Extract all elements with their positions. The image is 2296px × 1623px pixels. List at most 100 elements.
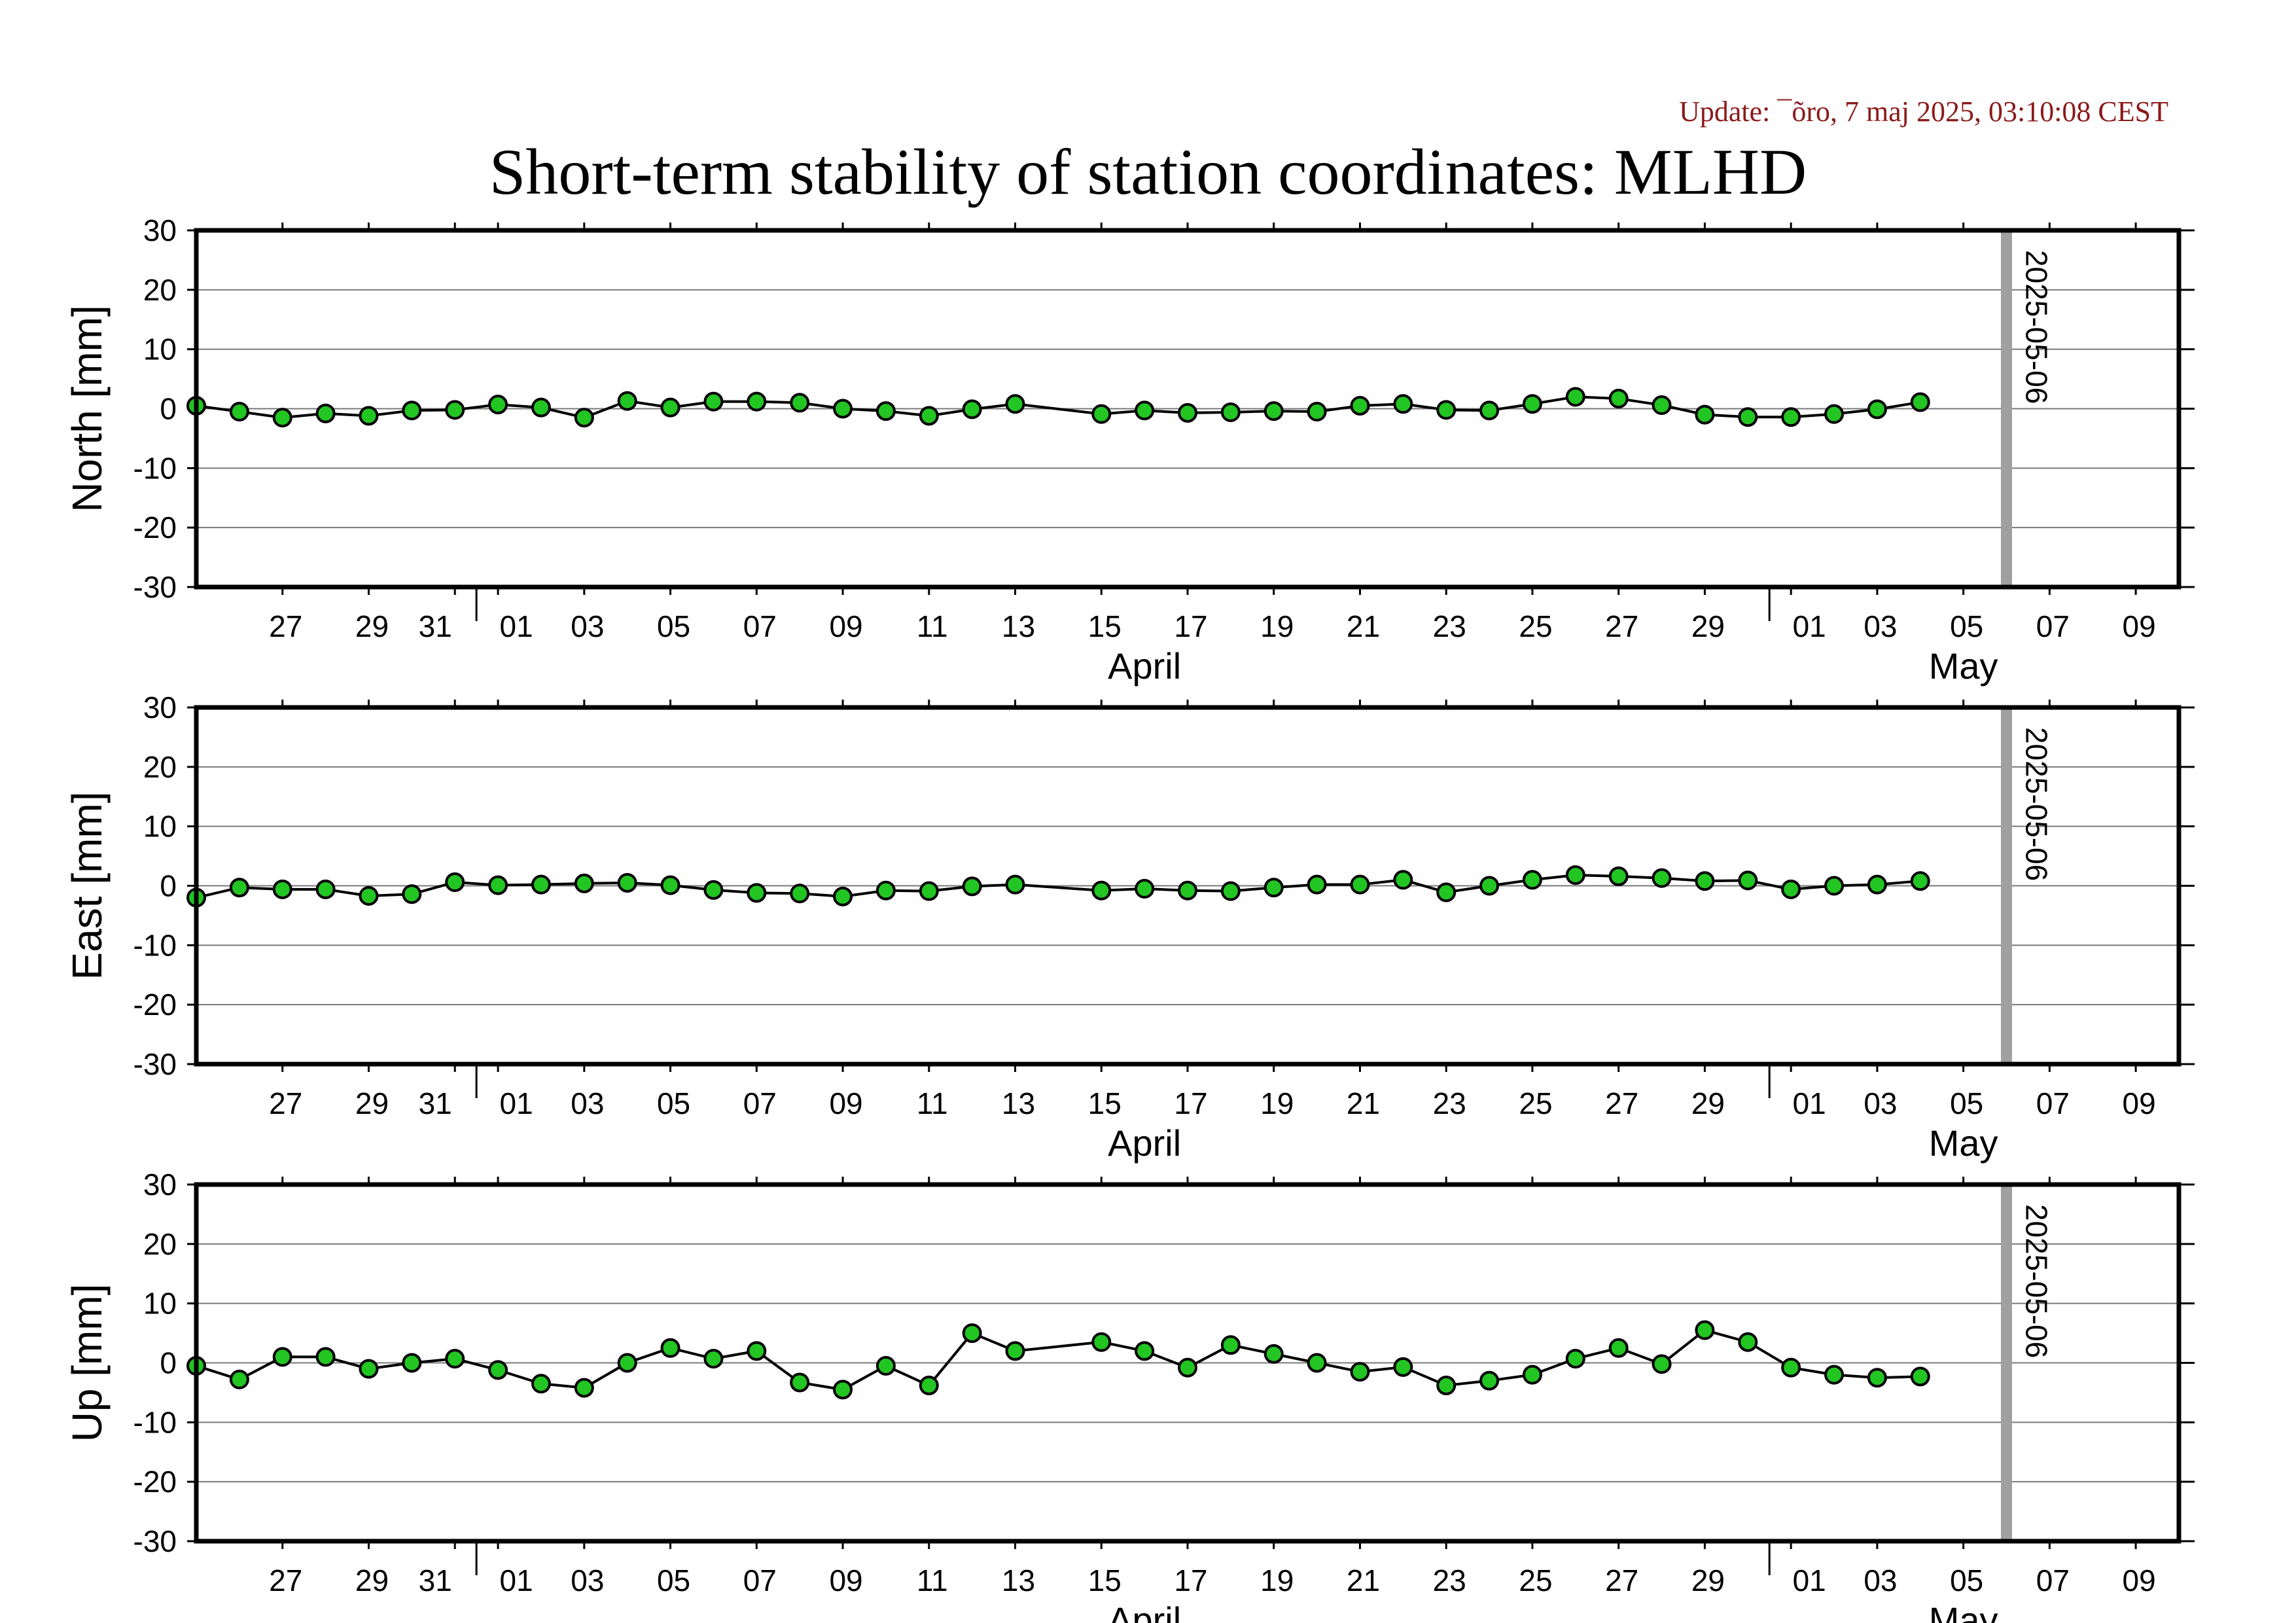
- x-tick-label: 07: [2036, 609, 2070, 643]
- x-tick-label: 05: [1950, 1086, 1983, 1120]
- data-point: [1135, 401, 1155, 421]
- data-point: [315, 879, 336, 899]
- data-point: [1307, 1353, 1327, 1373]
- data-point: [1522, 394, 1542, 414]
- data-point: [1910, 871, 1930, 891]
- data-point: [790, 883, 810, 904]
- y-tick-label: 0: [160, 1346, 177, 1380]
- x-tick-label: 27: [1605, 1086, 1638, 1120]
- month-label: April: [1108, 1599, 1181, 1623]
- data-point: [703, 391, 724, 412]
- month-label: April: [1108, 1122, 1181, 1164]
- x-tick-label: 19: [1260, 1086, 1294, 1120]
- data-point: [660, 875, 680, 895]
- data-point: [488, 1360, 508, 1380]
- x-tick-label: 29: [355, 609, 389, 643]
- x-tick-label: 25: [1519, 1086, 1552, 1120]
- data-point: [1393, 394, 1413, 414]
- series-line: [196, 874, 1920, 899]
- y-tick-label: 20: [143, 1227, 177, 1261]
- y-tick-label: 10: [143, 332, 177, 366]
- data-point: [1263, 401, 1284, 421]
- series-line: [196, 1329, 1920, 1391]
- y-tick-label: -10: [133, 451, 177, 485]
- data-point: [703, 880, 724, 900]
- data-point: [1350, 874, 1370, 895]
- x-tick-label: 13: [1002, 609, 1035, 643]
- x-tick-label: 05: [657, 1563, 690, 1597]
- x-tick-label: 17: [1174, 609, 1207, 643]
- data-point: [402, 401, 422, 421]
- data-point: [1738, 870, 1758, 891]
- y-tick-label: -10: [133, 1405, 177, 1439]
- x-tick-label: 01: [1793, 1563, 1826, 1597]
- x-tick-label: 05: [1950, 1563, 1983, 1597]
- x-tick-label: 07: [2036, 1563, 2070, 1597]
- data-point: [790, 1372, 810, 1393]
- x-tick-label: 27: [269, 1563, 302, 1597]
- month-label: May: [1929, 1122, 1998, 1164]
- x-tick-label: 29: [1691, 609, 1725, 643]
- x-tick-label: 31: [419, 609, 452, 643]
- x-tick-label: 09: [2123, 1086, 2156, 1120]
- data-point: [1651, 1354, 1672, 1374]
- data-point: [1695, 404, 1715, 425]
- reference-line-label: 2025-05-06: [2020, 250, 2054, 404]
- data-point: [660, 1338, 680, 1358]
- y-tick-label: 0: [160, 392, 177, 426]
- data-point: [919, 1376, 939, 1396]
- data-point: [488, 875, 508, 895]
- data-point: [1781, 407, 1801, 427]
- x-tick-label: 09: [829, 1086, 862, 1120]
- x-tick-label: 31: [419, 1563, 452, 1597]
- data-point: [272, 879, 292, 899]
- data-point: [1565, 1349, 1585, 1369]
- data-point: [833, 1380, 853, 1400]
- panel-up: 30 20 10 0 -10 -20 -30 Up [mm] 2025-05-06 27 29 31 0…: [63, 1168, 2195, 1623]
- data-point: [1651, 395, 1672, 416]
- x-tick-label: 25: [1519, 609, 1552, 643]
- x-tick-label: 27: [269, 609, 302, 643]
- x-tick-label: 21: [1347, 1563, 1380, 1597]
- x-tick-label: 11: [917, 1563, 948, 1597]
- x-tick-label: 09: [2123, 609, 2156, 643]
- data-point: [1565, 865, 1585, 885]
- data-point: [790, 393, 810, 413]
- data-point: [1867, 1368, 1887, 1388]
- data-point: [1910, 1366, 1930, 1387]
- x-tick-label: 21: [1347, 1086, 1380, 1120]
- data-point: [531, 874, 551, 895]
- data-point: [272, 408, 292, 428]
- y-axis-label: Up [mm]: [63, 1284, 111, 1442]
- x-tick-label: 29: [355, 1563, 389, 1597]
- month-label: May: [1929, 1599, 1998, 1623]
- data-point: [315, 403, 336, 423]
- data-point: [1005, 394, 1025, 414]
- data-point: [315, 1347, 336, 1367]
- data-point: [1824, 876, 1845, 896]
- x-tick-label: 19: [1260, 1563, 1294, 1597]
- x-tick-label: 29: [1691, 1086, 1725, 1120]
- y-tick-label: 30: [143, 1168, 177, 1202]
- data-point: [229, 878, 249, 898]
- x-tick-label: 23: [1433, 1086, 1466, 1120]
- data-point: [919, 406, 939, 426]
- data-point: [1350, 395, 1370, 416]
- data-point: [1091, 1332, 1112, 1352]
- y-tick-label: -30: [133, 570, 177, 604]
- x-tick-label: 19: [1260, 609, 1294, 643]
- chart-title: Short-term stability of station coordina…: [489, 135, 1807, 208]
- data-point: [1695, 1320, 1715, 1340]
- data-point: [1307, 874, 1327, 895]
- x-tick-label: 17: [1174, 1086, 1207, 1120]
- data-point: [962, 1323, 982, 1344]
- plot-frame: [194, 705, 2181, 1067]
- x-tick-label: 09: [2123, 1563, 2156, 1597]
- x-tick-label: 01: [500, 1086, 533, 1120]
- data-point: [1178, 880, 1197, 901]
- x-tick-label: 07: [743, 1086, 777, 1120]
- data-point: [1910, 392, 1930, 412]
- data-point: [1695, 871, 1715, 891]
- data-point: [1436, 882, 1457, 902]
